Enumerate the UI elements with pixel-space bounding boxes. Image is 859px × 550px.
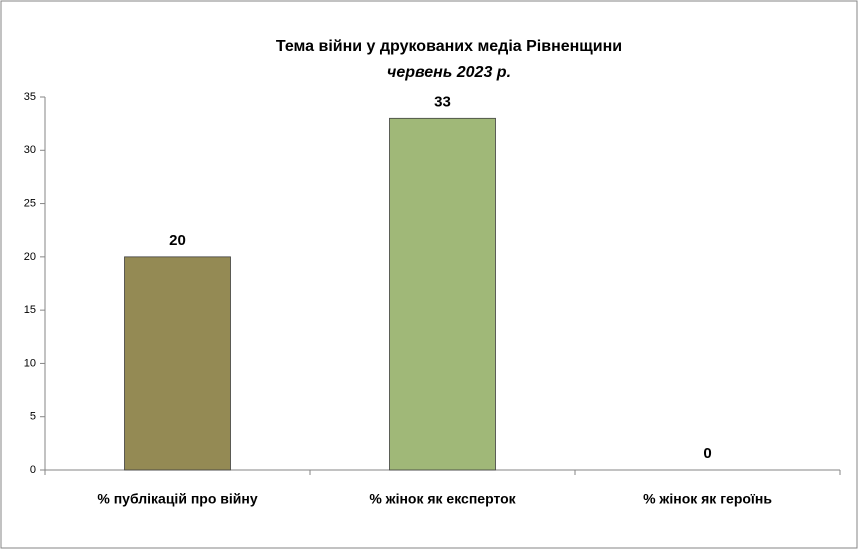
- x-tick-label: % жінок як героїнь: [643, 491, 772, 507]
- y-tick-label: 35: [24, 91, 36, 103]
- bar: [124, 256, 231, 471]
- chart-subtitle: червень 2023 р.: [387, 64, 511, 81]
- x-tick-label: % публікацій про війну: [97, 491, 257, 507]
- y-tick-label: 0: [30, 464, 36, 476]
- data-label: 0: [703, 445, 711, 462]
- data-label: 33: [434, 93, 451, 110]
- y-tick-label: 15: [24, 304, 36, 316]
- bar: [389, 117, 496, 471]
- y-tick-label: 30: [24, 144, 36, 156]
- y-tick-label: 5: [30, 411, 36, 423]
- chart-title: Тема війни у друкованих медіа Рівненщини: [276, 38, 622, 55]
- x-tick-label: % жінок як експерток: [369, 491, 516, 507]
- data-label: 20: [169, 232, 186, 249]
- y-tick-label: 20: [24, 251, 36, 263]
- y-tick-label: 10: [24, 357, 36, 369]
- y-tick-label: 25: [24, 197, 36, 209]
